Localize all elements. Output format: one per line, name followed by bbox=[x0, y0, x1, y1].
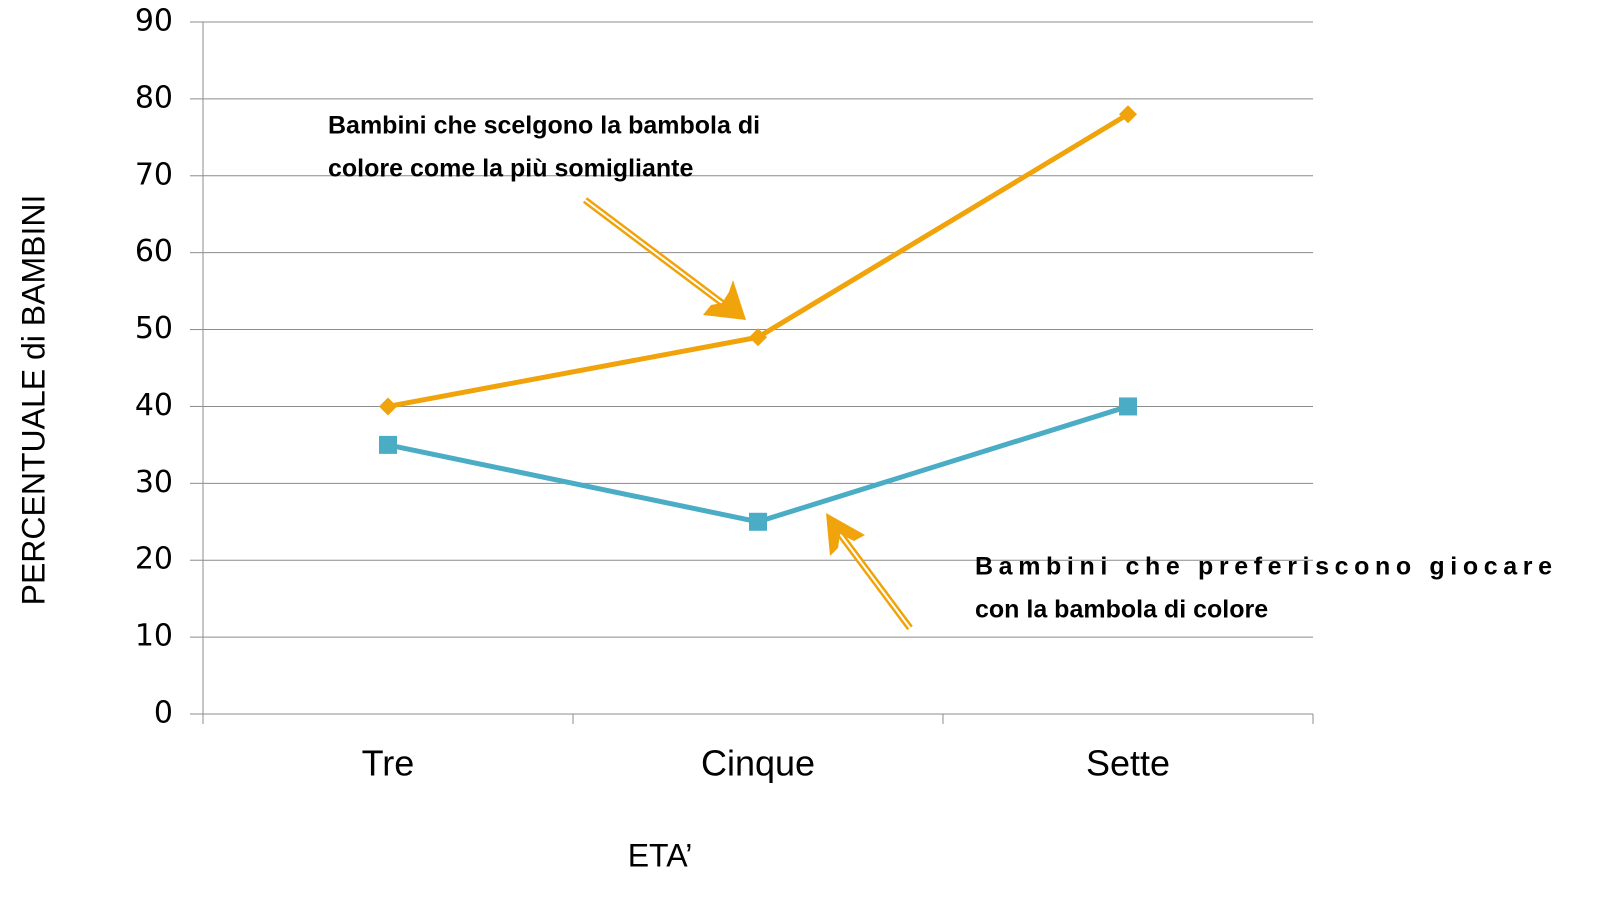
y-axis-label: PERCENTUALE di BAMBINI bbox=[15, 195, 51, 606]
y-tick-label: 60 bbox=[135, 234, 173, 269]
y-tick-label: 70 bbox=[135, 157, 173, 192]
y-tick-label: 20 bbox=[135, 542, 173, 577]
marker bbox=[1119, 397, 1137, 416]
plot: 0 10 20 30 40 50 60 70 80 90 Tre Cinque Sette bbox=[135, 4, 1314, 784]
arrow bbox=[826, 513, 913, 631]
y-tick-label: 10 bbox=[135, 619, 173, 654]
y-tick-label: 80 bbox=[135, 80, 173, 115]
marker bbox=[1119, 105, 1137, 124]
x-tick-label: Tre bbox=[362, 743, 415, 784]
y-tick-label: 40 bbox=[135, 388, 173, 423]
marker bbox=[379, 435, 397, 454]
y-tick-label: 30 bbox=[135, 465, 173, 500]
marker bbox=[749, 328, 767, 347]
arrow bbox=[582, 197, 746, 320]
annotation: Bambini che preferiscono giocare bbox=[975, 553, 1552, 581]
y-tick-label: 50 bbox=[135, 311, 173, 346]
x-axis-label: ETA’ bbox=[628, 837, 693, 873]
annotation: colore come la più somigliante bbox=[328, 155, 693, 183]
series-line bbox=[387, 404, 1129, 525]
annotation: con la bambola di colore bbox=[975, 596, 1268, 624]
x-tick-label: Sette bbox=[1086, 743, 1170, 784]
x-tick-label: Cinque bbox=[701, 743, 815, 784]
y-tick-label: 90 bbox=[135, 4, 173, 39]
marker bbox=[749, 512, 767, 531]
y-tick-label: 0 bbox=[154, 696, 173, 731]
marker bbox=[379, 397, 397, 416]
annotation: Bambini che scelgono la bambola di bbox=[328, 112, 760, 140]
